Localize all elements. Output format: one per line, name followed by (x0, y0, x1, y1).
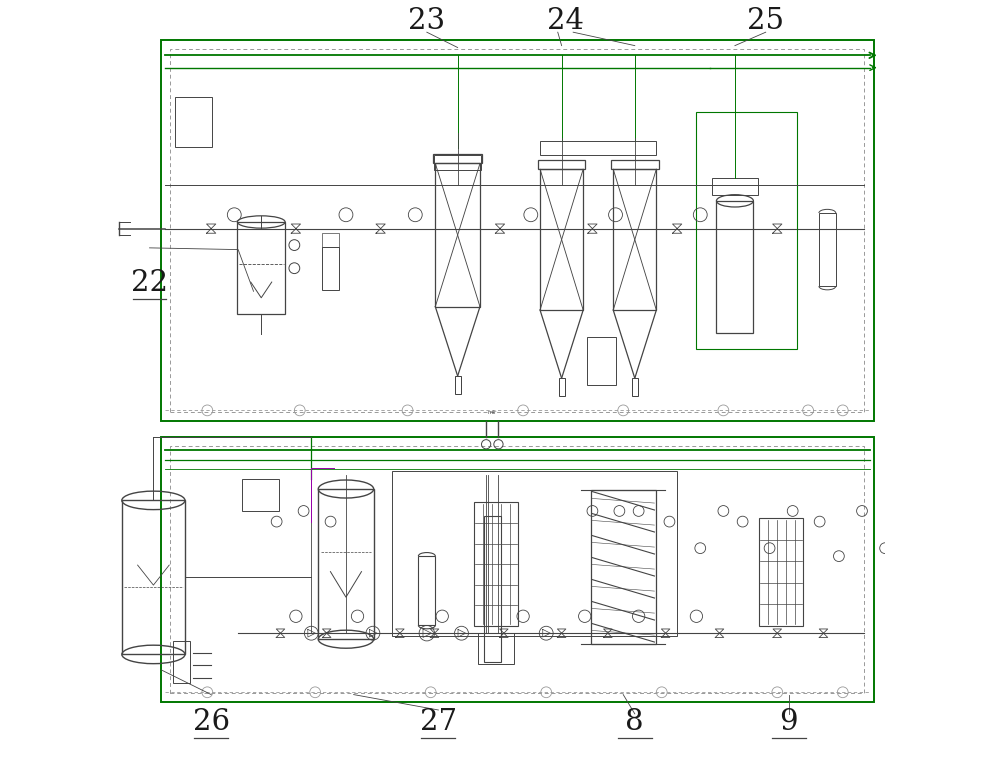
Text: 8: 8 (625, 707, 644, 736)
Text: 27: 27 (420, 707, 457, 736)
Bar (613, 169, 656, 310)
Bar (716, 201, 753, 333)
Text: mir: mir (488, 410, 497, 415)
Text: 26: 26 (193, 707, 230, 736)
Bar (819, 213, 836, 286)
Bar (122, 500, 185, 655)
Bar (538, 160, 585, 169)
Bar (478, 633, 514, 664)
Bar (484, 516, 501, 662)
Bar (175, 97, 212, 147)
Bar (161, 40, 874, 421)
Bar (242, 478, 279, 511)
Bar (237, 222, 285, 315)
Bar (632, 378, 638, 397)
Bar (392, 471, 677, 636)
Bar (759, 518, 803, 626)
Text: 23: 23 (408, 7, 445, 35)
Bar (611, 160, 659, 169)
Bar (418, 556, 435, 625)
Bar (322, 247, 339, 290)
Bar (540, 169, 583, 310)
Text: 25: 25 (747, 7, 784, 35)
Bar (435, 163, 480, 307)
Bar (161, 437, 874, 703)
Bar (170, 446, 864, 693)
Bar (587, 337, 616, 385)
Bar (433, 154, 482, 163)
Text: 22: 22 (131, 268, 168, 297)
Bar (712, 178, 758, 195)
Bar (322, 233, 339, 247)
Bar (474, 502, 518, 625)
Text: 24: 24 (547, 7, 584, 35)
Bar (170, 49, 864, 412)
Bar (696, 112, 797, 349)
Bar (591, 490, 656, 644)
Bar (434, 155, 481, 170)
Bar (540, 141, 656, 155)
Text: 9: 9 (780, 707, 798, 736)
Bar (559, 378, 565, 397)
Bar (173, 641, 190, 683)
Bar (455, 376, 461, 394)
Bar (318, 489, 374, 639)
